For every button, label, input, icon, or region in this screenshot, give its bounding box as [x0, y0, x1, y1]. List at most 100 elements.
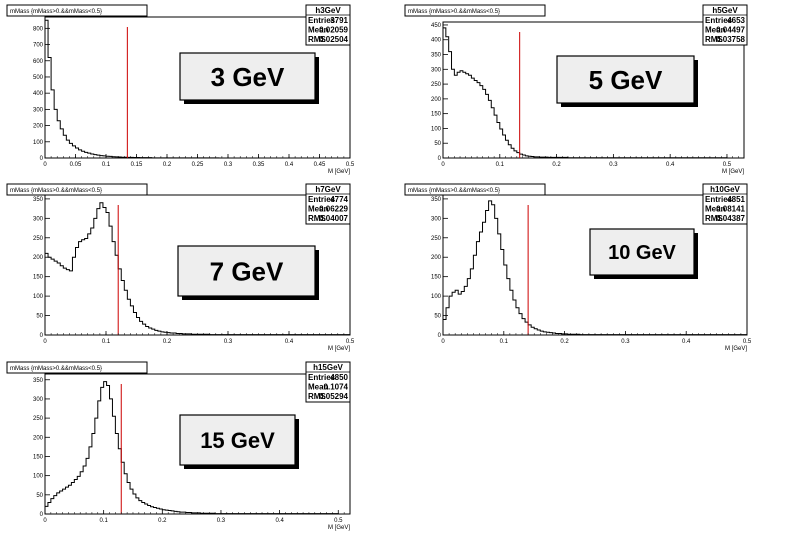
x-tick-label: 0.3 — [224, 162, 233, 168]
x-tick-label: 0 — [441, 339, 445, 345]
y-tick-label: 100 — [33, 140, 44, 146]
histogram-series — [442, 200, 748, 336]
x-tick-label: 0.2 — [158, 518, 167, 524]
stats-label: RMS — [308, 214, 326, 223]
histogram-panel: 0 0.1 0.2 0.3 0.4 0.5 0 50 100 150 200 250 300 350 M [… — [6, 183, 355, 352]
title-box — [404, 183, 546, 196]
x-axis-label: M [GeV] — [722, 169, 744, 175]
energy-label-box — [589, 228, 695, 276]
stats-value: 3791 — [330, 16, 348, 25]
stats-label: RMS — [705, 214, 723, 223]
chart-title: mMass {mMass>0.&&mMass<0.5} — [10, 188, 102, 194]
x-tick-label: 0.5 — [743, 339, 752, 345]
y-tick-label: 450 — [431, 23, 442, 29]
x-tick-label: 0.1 — [496, 162, 505, 168]
chart-title: mMass {mMass>0.&&mMass<0.5} — [10, 366, 102, 372]
y-tick-label: 300 — [33, 107, 44, 113]
x-tick-label: 0.25 — [192, 162, 204, 168]
y-tick-label: 800 — [33, 26, 44, 32]
y-tick-label: 200 — [33, 435, 44, 441]
y-tick-label: 150 — [431, 275, 442, 281]
stats-value: 0.05294 — [319, 392, 348, 401]
x-tick-label: 0.3 — [621, 339, 630, 345]
y-tick-label: 0 — [438, 156, 442, 162]
y-tick-label: 100 — [33, 294, 44, 300]
y-tick-label: 250 — [33, 236, 44, 242]
chart-title: mMass {mMass>0.&&mMass<0.5} — [10, 9, 102, 15]
x-tick-label: 0.3 — [217, 518, 226, 524]
histogram-series — [44, 381, 339, 515]
stats-label: Entries — [308, 16, 336, 25]
y-tick-label: 50 — [36, 314, 43, 320]
x-tick-label: 0 — [441, 162, 445, 168]
stats-box — [702, 183, 748, 225]
y-tick-label: 350 — [33, 197, 44, 203]
x-tick-label: 0.1 — [500, 339, 509, 345]
stats-box — [305, 361, 351, 403]
stats-value: 0.02059 — [319, 26, 348, 35]
y-tick-label: 250 — [431, 236, 442, 242]
stats-label: Mean — [705, 205, 726, 214]
title-box — [6, 361, 148, 374]
stats-label: Entries — [705, 16, 733, 25]
y-tick-label: 350 — [431, 197, 442, 203]
stats-value: 0.04497 — [716, 26, 745, 35]
stats-histogram-name: h7GeV — [315, 185, 341, 194]
y-tick-label: 50 — [36, 493, 43, 499]
histogram-series — [44, 19, 350, 159]
stats-value: 0.03758 — [716, 35, 745, 44]
stats-value: 0.06229 — [319, 205, 348, 214]
y-tick-label: 100 — [431, 294, 442, 300]
stats-label: Mean — [308, 205, 329, 214]
x-tick-label: 0.4 — [682, 339, 691, 345]
y-tick-label: 400 — [431, 38, 442, 44]
y-tick-label: 200 — [431, 97, 442, 103]
y-tick-label: 0 — [40, 333, 44, 339]
x-tick-label: 0.1 — [102, 339, 111, 345]
histogram-panel: 0 0.05 0.1 0.15 0.2 0.25 0.3 0.35 0.4 0.45 0.5 0 100… — [6, 4, 355, 175]
stats-label: Mean — [705, 26, 726, 35]
x-tick-label: 0.5 — [346, 162, 355, 168]
x-tick-label: 0.2 — [560, 339, 569, 345]
y-tick-label: 400 — [33, 91, 44, 97]
y-tick-label: 0 — [40, 512, 44, 518]
histogram-panel: 0 0.1 0.2 0.3 0.4 0.5 0 50 100 150 200 250 300 350 400… — [404, 4, 748, 175]
x-tick-label: 0 — [43, 162, 47, 168]
stats-label: Mean — [308, 383, 329, 392]
x-tick-label: 0.2 — [163, 162, 172, 168]
x-tick-label: 0.4 — [285, 339, 294, 345]
x-tick-label: 0 — [43, 518, 47, 524]
stats-value: 4851 — [727, 195, 745, 204]
stats-value: 0.02504 — [319, 35, 348, 44]
y-tick-label: 500 — [33, 75, 44, 81]
x-tick-label: 0.3 — [224, 339, 233, 345]
x-tick-label: 0.1 — [102, 162, 111, 168]
y-tick-label: 700 — [33, 43, 44, 49]
x-tick-label: 0.4 — [285, 162, 294, 168]
y-tick-label: 50 — [434, 314, 441, 320]
stats-box — [305, 183, 351, 225]
stats-histogram-name: h3GeV — [315, 6, 341, 15]
stats-value: 4653 — [727, 16, 745, 25]
stats-box — [305, 4, 351, 46]
x-tick-label: 0.5 — [334, 518, 343, 524]
x-tick-label: 0 — [43, 339, 47, 345]
histogram-series — [442, 27, 728, 159]
x-tick-label: 0.4 — [275, 518, 284, 524]
y-tick-label: 200 — [33, 255, 44, 261]
x-tick-label: 0.2 — [163, 339, 172, 345]
stats-label: Entries — [308, 373, 336, 382]
y-tick-label: 300 — [431, 67, 442, 73]
y-tick-label: 50 — [434, 141, 441, 147]
chart-title: mMass {mMass>0.&&mMass<0.5} — [408, 188, 500, 194]
y-tick-label: 250 — [431, 82, 442, 88]
stats-value: 0.08141 — [716, 205, 745, 214]
x-axis-label: M [GeV] — [328, 169, 350, 175]
x-tick-label: 0.5 — [723, 162, 732, 168]
stats-label: RMS — [308, 392, 326, 401]
stats-label: RMS — [705, 35, 723, 44]
energy-label-box — [177, 245, 316, 297]
x-tick-label: 0.15 — [131, 162, 143, 168]
y-tick-label: 250 — [33, 416, 44, 422]
histogram-panel: 0 0.1 0.2 0.3 0.4 0.5 0 50 100 150 200 250 300 350 M [… — [404, 183, 752, 352]
